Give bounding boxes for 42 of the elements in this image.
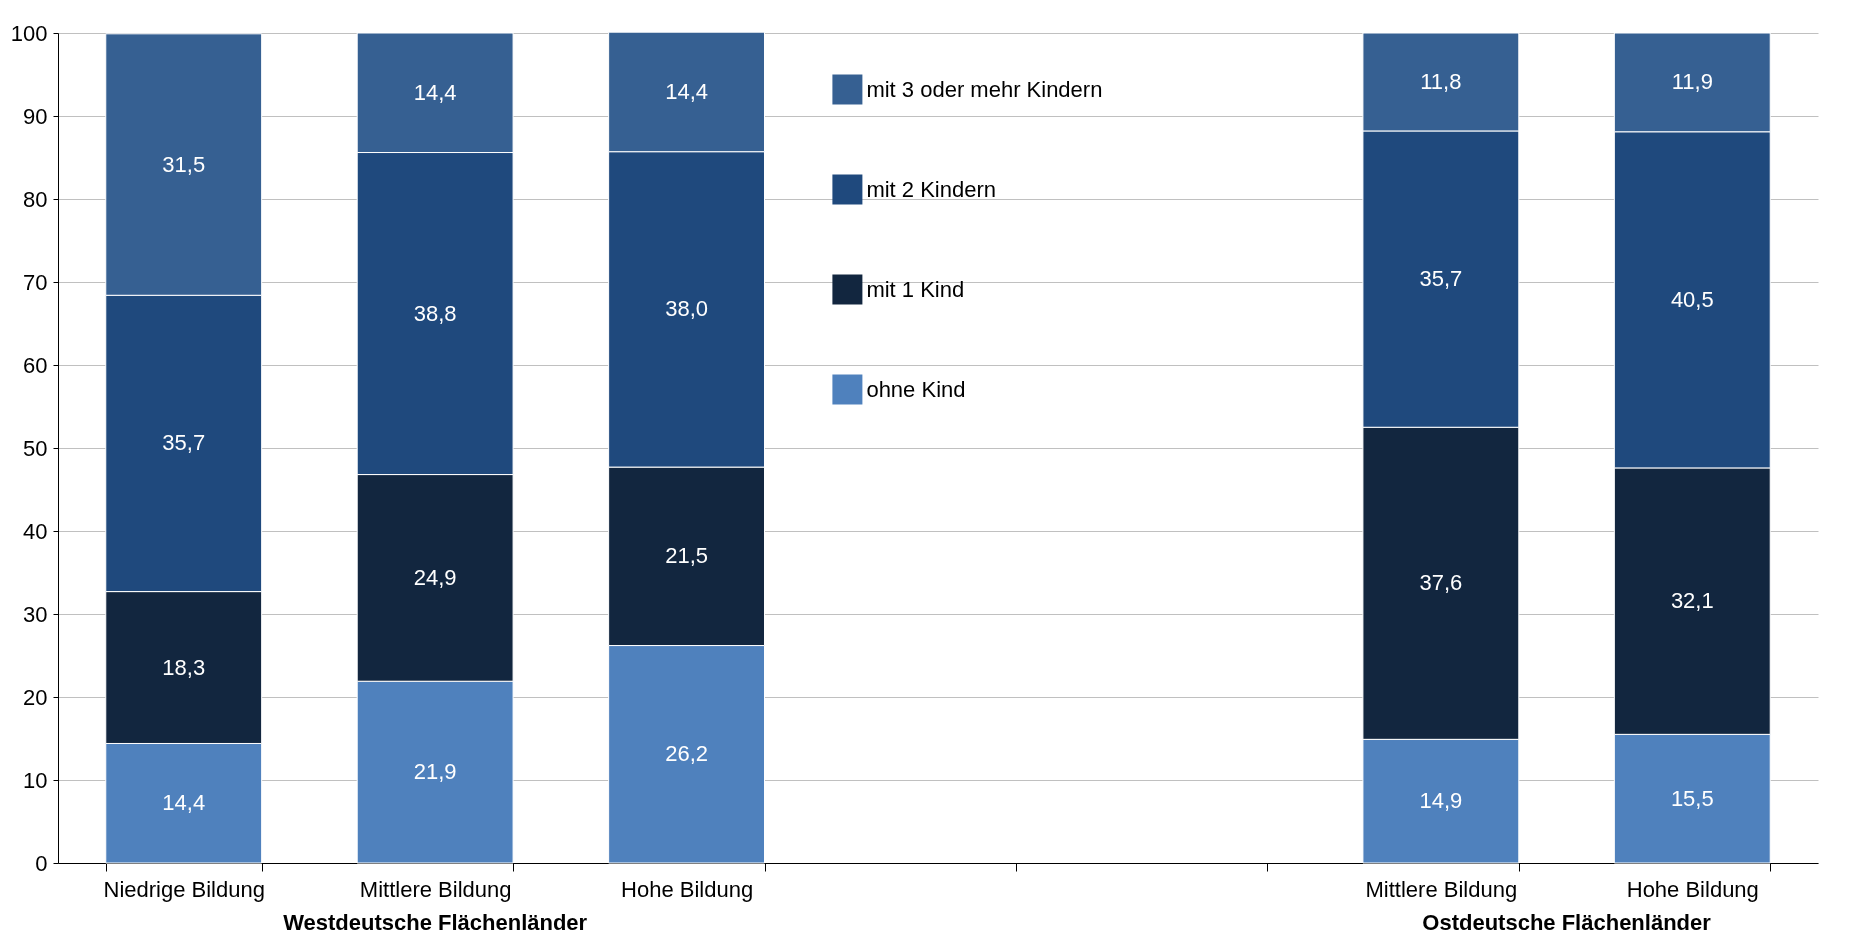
y-tick-label: 80 [23,186,48,212]
data-label: 11,9 [1671,69,1713,95]
y-tick-label: 40 [23,518,48,544]
y-tick-label: 60 [23,352,48,378]
legend-label: mit 3 oder mehr Kindern [866,76,1103,102]
legend-label: mit 1 Kind [866,276,965,302]
data-label: 35,7 [1419,266,1463,292]
text: Westdeutsche Flächenländer [283,910,588,935]
data-label: 18,3 [162,654,206,680]
data-label: 21,5 [665,543,708,569]
x-tick-label: Mittlere Bildung [359,876,512,902]
data-label: 14,4 [413,79,457,105]
y-tick-label: 0 [35,850,48,876]
data-label: 37,6 [1419,570,1463,596]
y-tick-label: 70 [23,269,48,295]
y-tick-label: 30 [23,601,48,627]
data-label: 32,1 [1670,588,1714,614]
x-tick-label: Mittlere Bildung [1365,876,1518,902]
text: Ostdeutsche Flächenländer [1422,910,1712,935]
legend-label: mit 2 Kindern [866,176,997,202]
data-label: 38,8 [413,300,457,326]
x-tick-label: Hohe Bildung [621,876,754,902]
data-label: 31,5 [162,151,206,177]
data-label: 38,0 [665,296,708,322]
x-tick-label: Hohe Bildung [1626,876,1759,902]
data-label: 15,5 [1670,785,1714,811]
data-label: 26,2 [665,741,708,767]
data-label: 35,7 [162,430,206,456]
data-label: 14,9 [1419,788,1463,814]
y-tick-label: 20 [23,684,48,710]
data-label: 14,4 [162,790,206,816]
y-tick-label: 50 [23,435,48,461]
y-tick-label: 90 [23,103,48,129]
data-label: 24,9 [413,564,457,590]
legend-label: ohne Kind [866,376,966,402]
y-tick-label: 100 [10,20,48,46]
x-tick-label: Niedrige Bildung [103,876,265,902]
data-label: 21,9 [413,759,457,785]
data-label: 14,4 [665,78,708,104]
data-label: 11,8 [1420,68,1462,94]
y-tick-label: 10 [23,767,48,793]
data-label: 40,5 [1670,286,1714,312]
